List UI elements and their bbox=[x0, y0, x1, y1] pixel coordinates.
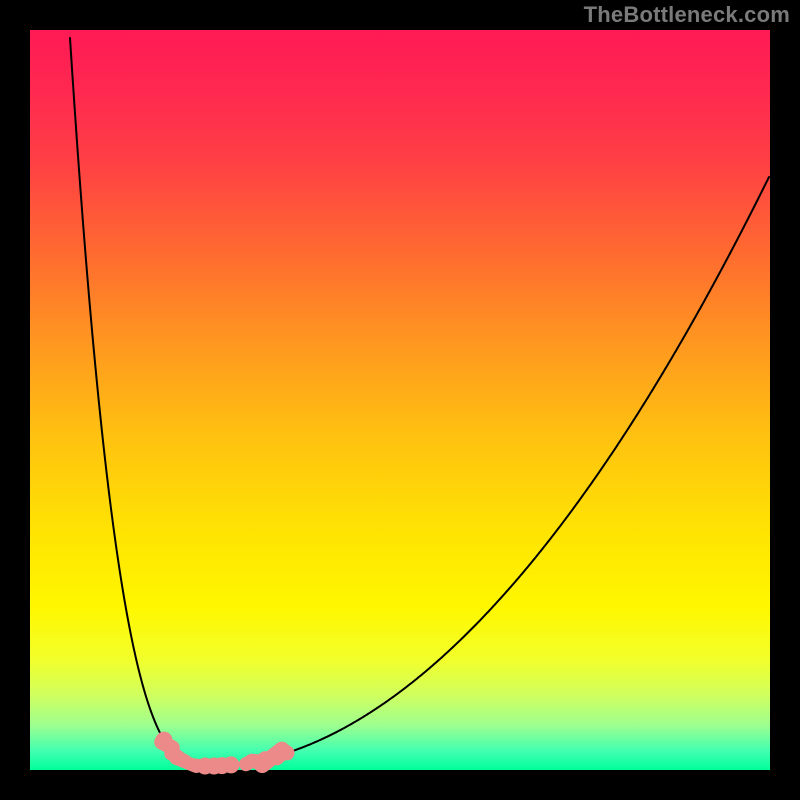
marker-dot bbox=[223, 757, 239, 773]
gradient-background bbox=[30, 30, 770, 770]
chart-root: TheBottleneck.com bbox=[0, 0, 800, 800]
marker-dot bbox=[280, 746, 294, 760]
chart-svg bbox=[0, 0, 800, 800]
